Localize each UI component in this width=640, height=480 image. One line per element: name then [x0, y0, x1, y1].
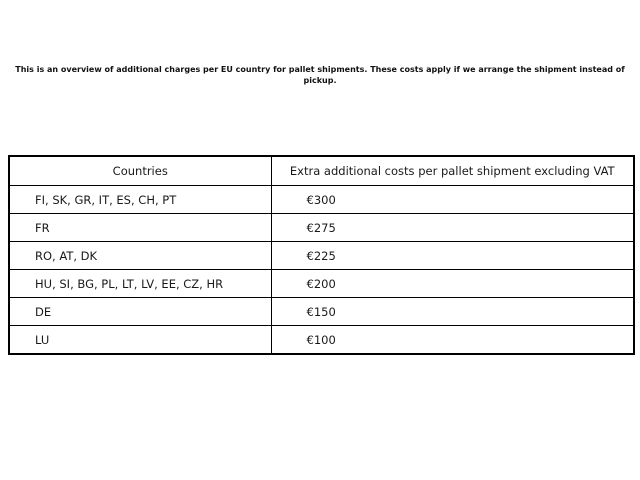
table-row: LU €100 [8, 325, 635, 355]
cell-cost: €150 [270, 297, 635, 326]
cell-countries: FR [8, 213, 272, 242]
table-row: DE €150 [8, 297, 635, 326]
table-header-row: Countries Extra additional costs per pal… [8, 155, 635, 186]
cell-cost: €200 [270, 269, 635, 298]
table-row: FI, SK, GR, IT, ES, CH, PT €300 [8, 185, 635, 214]
table-row: RO, AT, DK €225 [8, 241, 635, 270]
table-row: FR €275 [8, 213, 635, 242]
cell-countries: LU [8, 325, 272, 355]
cell-cost: €275 [270, 213, 635, 242]
header-countries: Countries [8, 155, 272, 186]
cell-countries: HU, SI, BG, PL, LT, LV, EE, CZ, HR [8, 269, 272, 298]
cell-countries: RO, AT, DK [8, 241, 272, 270]
cell-cost: €225 [270, 241, 635, 270]
cell-cost: €300 [270, 185, 635, 214]
header-cost: Extra additional costs per pallet shipme… [270, 155, 635, 186]
charges-table: Countries Extra additional costs per pal… [8, 155, 635, 355]
cell-cost: €100 [270, 325, 635, 355]
cell-countries: DE [8, 297, 272, 326]
intro-text: This is an overview of additional charge… [15, 65, 625, 85]
cell-countries: FI, SK, GR, IT, ES, CH, PT [8, 185, 272, 214]
table-row: HU, SI, BG, PL, LT, LV, EE, CZ, HR €200 [8, 269, 635, 298]
